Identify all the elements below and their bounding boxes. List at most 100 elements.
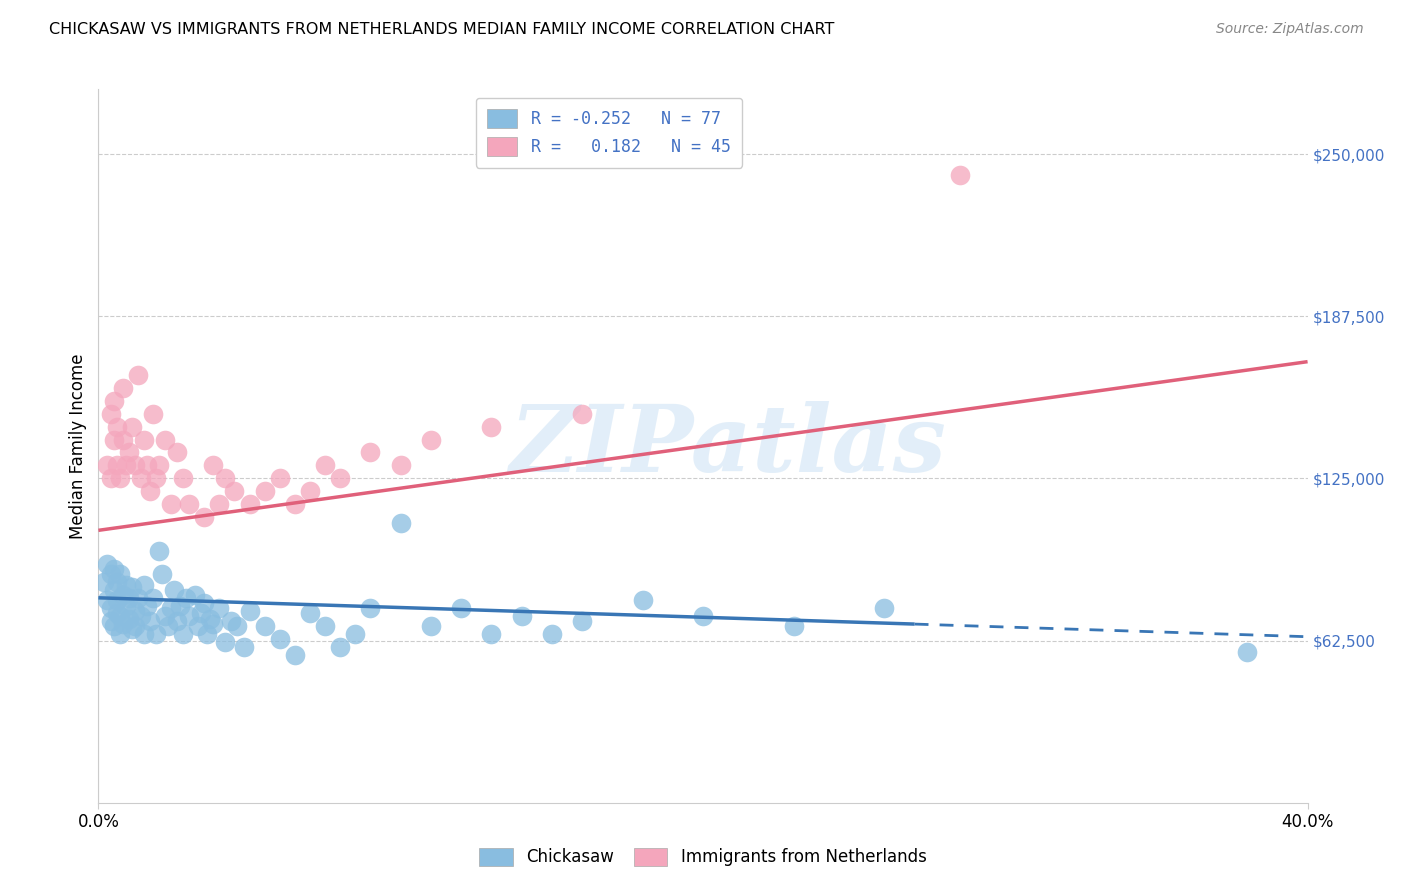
Point: [172, 471, 194, 485]
Point: [124, 458, 146, 473]
Point: [114, 458, 136, 473]
Point: [108, 609, 131, 624]
Point: [111, 381, 134, 395]
Point: [124, 619, 146, 633]
Point: [135, 599, 157, 613]
Point: [193, 510, 215, 524]
Point: [103, 582, 125, 597]
Point: [124, 604, 146, 618]
Point: [783, 619, 806, 633]
Point: [100, 471, 122, 485]
Point: [269, 632, 291, 647]
Point: [166, 445, 188, 459]
Point: [571, 407, 593, 421]
Point: [163, 582, 186, 597]
Point: [166, 614, 188, 628]
Point: [208, 497, 231, 511]
Point: [226, 619, 249, 633]
Point: [111, 616, 134, 631]
Point: [420, 433, 443, 447]
Point: [103, 562, 125, 576]
Point: [1236, 645, 1258, 659]
Point: [329, 471, 352, 485]
Point: [481, 627, 503, 641]
Point: [202, 458, 225, 473]
Point: [127, 368, 149, 382]
Point: [108, 471, 131, 485]
Point: [139, 614, 162, 628]
Point: [299, 484, 322, 499]
Point: [190, 607, 212, 621]
Point: [224, 484, 246, 499]
Point: [208, 601, 231, 615]
Point: [202, 616, 225, 631]
Point: [103, 433, 125, 447]
Point: [195, 627, 218, 641]
Point: [121, 419, 143, 434]
Point: [96, 458, 118, 473]
Point: [510, 609, 533, 624]
Point: [105, 419, 128, 434]
Point: [239, 604, 262, 618]
Point: [360, 601, 382, 615]
Point: [121, 581, 143, 595]
Point: [631, 593, 654, 607]
Point: [284, 648, 307, 662]
Point: [156, 619, 179, 633]
Point: [132, 627, 155, 641]
Point: [108, 627, 131, 641]
Point: [389, 458, 412, 473]
Point: [174, 591, 197, 605]
Point: [253, 619, 276, 633]
Y-axis label: Median Family Income: Median Family Income: [69, 353, 87, 539]
Point: [221, 614, 243, 628]
Point: [200, 611, 222, 625]
Point: [139, 484, 162, 499]
Text: ZIPatlas: ZIPatlas: [509, 401, 946, 491]
Point: [299, 607, 322, 621]
Point: [108, 567, 131, 582]
Point: [105, 575, 128, 590]
Point: [96, 593, 118, 607]
Point: [111, 433, 134, 447]
Point: [118, 445, 141, 459]
Point: [135, 458, 157, 473]
Point: [132, 578, 155, 592]
Point: [127, 591, 149, 605]
Point: [148, 544, 170, 558]
Point: [314, 619, 336, 633]
Point: [148, 458, 170, 473]
Point: [481, 419, 503, 434]
Point: [129, 471, 152, 485]
Point: [571, 614, 593, 628]
Point: [103, 393, 125, 408]
Point: [187, 619, 209, 633]
Point: [420, 619, 443, 633]
Point: [114, 599, 136, 613]
Point: [160, 601, 183, 615]
Point: [253, 484, 276, 499]
Point: [96, 557, 118, 571]
Point: [142, 407, 165, 421]
Point: [145, 627, 167, 641]
Point: [150, 567, 173, 582]
Point: [93, 575, 115, 590]
Point: [269, 471, 291, 485]
Point: [314, 458, 336, 473]
Point: [214, 471, 236, 485]
Point: [214, 635, 236, 649]
Point: [169, 599, 191, 613]
Point: [692, 609, 714, 624]
Point: [389, 516, 412, 530]
Point: [179, 609, 201, 624]
Point: [153, 433, 176, 447]
Point: [153, 609, 176, 624]
Point: [100, 601, 122, 615]
Point: [179, 497, 201, 511]
Point: [160, 497, 183, 511]
Point: [129, 609, 152, 624]
Point: [450, 601, 472, 615]
Point: [105, 458, 128, 473]
Point: [193, 596, 215, 610]
Point: [142, 591, 165, 605]
